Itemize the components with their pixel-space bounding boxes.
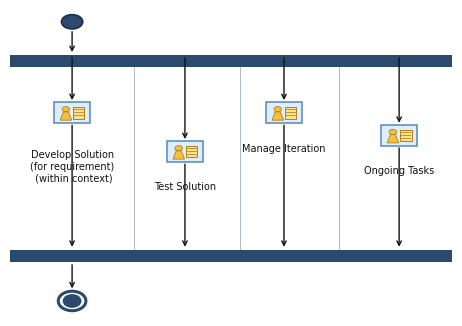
Text: Test Solution: Test Solution	[154, 183, 216, 192]
FancyBboxPatch shape	[10, 250, 452, 262]
FancyBboxPatch shape	[400, 129, 412, 141]
Polygon shape	[173, 151, 184, 159]
Text: Manage Iteration: Manage Iteration	[242, 143, 326, 154]
Polygon shape	[387, 135, 399, 143]
FancyBboxPatch shape	[54, 102, 90, 123]
Circle shape	[274, 107, 281, 112]
Polygon shape	[272, 112, 284, 120]
Circle shape	[62, 107, 70, 112]
FancyBboxPatch shape	[186, 146, 197, 157]
Circle shape	[175, 146, 182, 151]
Circle shape	[389, 129, 397, 135]
FancyBboxPatch shape	[10, 55, 452, 67]
FancyBboxPatch shape	[73, 107, 85, 119]
Circle shape	[63, 295, 81, 307]
Text: Ongoing Tasks: Ongoing Tasks	[364, 166, 434, 176]
FancyBboxPatch shape	[285, 107, 296, 119]
FancyBboxPatch shape	[266, 102, 302, 123]
Ellipse shape	[61, 15, 83, 29]
FancyBboxPatch shape	[381, 125, 417, 146]
Text: Develop Solution
(for requirement)
 (within context): Develop Solution (for requirement) (with…	[30, 150, 114, 183]
FancyBboxPatch shape	[167, 141, 203, 162]
Circle shape	[58, 291, 86, 311]
Polygon shape	[60, 112, 72, 120]
